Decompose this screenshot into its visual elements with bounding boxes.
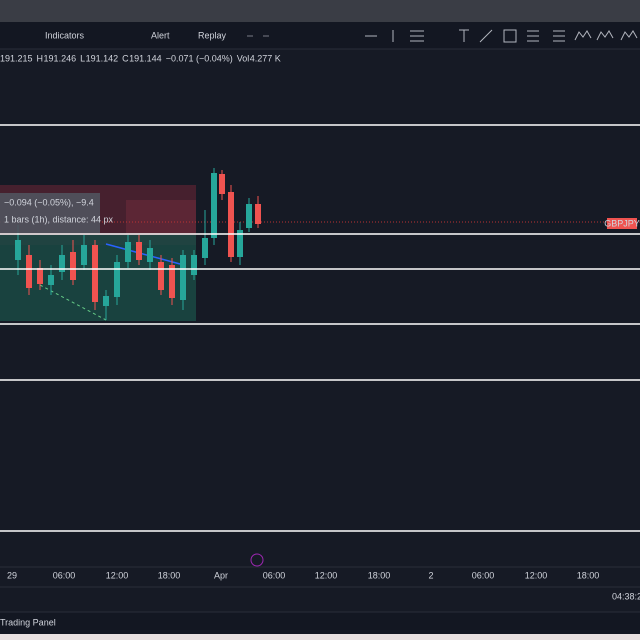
legend-change: −0.071 (−0.04%) [166,53,233,63]
legend-high: 191.246 [44,53,77,63]
replay[interactable]: Replay [198,30,227,40]
time-label: 12:00 [525,570,548,580]
measure-line1: −0.094 (−0.05%), −9.4 [4,197,94,207]
legend-high-label: H [37,53,44,63]
measure-line2: 1 bars (1h), distance: 44 px [4,214,114,224]
time-label: 06:00 [263,570,286,580]
legend-open: 191.215 [0,53,33,63]
trend-arrow [105,243,181,265]
time-label: 06:00 [53,570,76,580]
event-icon[interactable] [250,553,264,567]
candles [15,168,261,320]
range-top2 [126,200,196,234]
indicators[interactable]: Indicators [45,30,85,40]
measure-tooltip [0,193,100,233]
time-label: 06:00 [472,570,495,580]
trading-panel[interactable]: Trading Panel [0,617,56,627]
alert[interactable]: Alert [151,30,170,40]
time-label: 18:00 [577,570,600,580]
time-label: 2 [428,570,433,580]
symbol-tag [607,218,637,229]
time-label: 29 [7,570,17,580]
clock: 04:38:2 [612,591,640,601]
drawing-tools [247,29,638,43]
legend-low-label: L [80,53,85,63]
legend-low: 191.142 [86,53,119,63]
time-label: 18:00 [158,570,181,580]
time-label: Apr [214,570,228,580]
legend-vol-label: Vol [237,53,250,63]
legend-vol: 4.277 K [250,53,281,63]
toolbar [0,22,640,49]
symbol-label: GBPJPY [604,218,640,228]
time-label: 18:00 [368,570,391,580]
time-label: 12:00 [315,570,338,580]
bottom-edge [0,634,640,640]
top-strip [0,0,640,22]
legend-close: 191.144 [129,53,162,63]
time-label: 12:00 [106,570,129,580]
legend-close-label: C [122,53,129,63]
horizontal-lines [0,124,640,532]
